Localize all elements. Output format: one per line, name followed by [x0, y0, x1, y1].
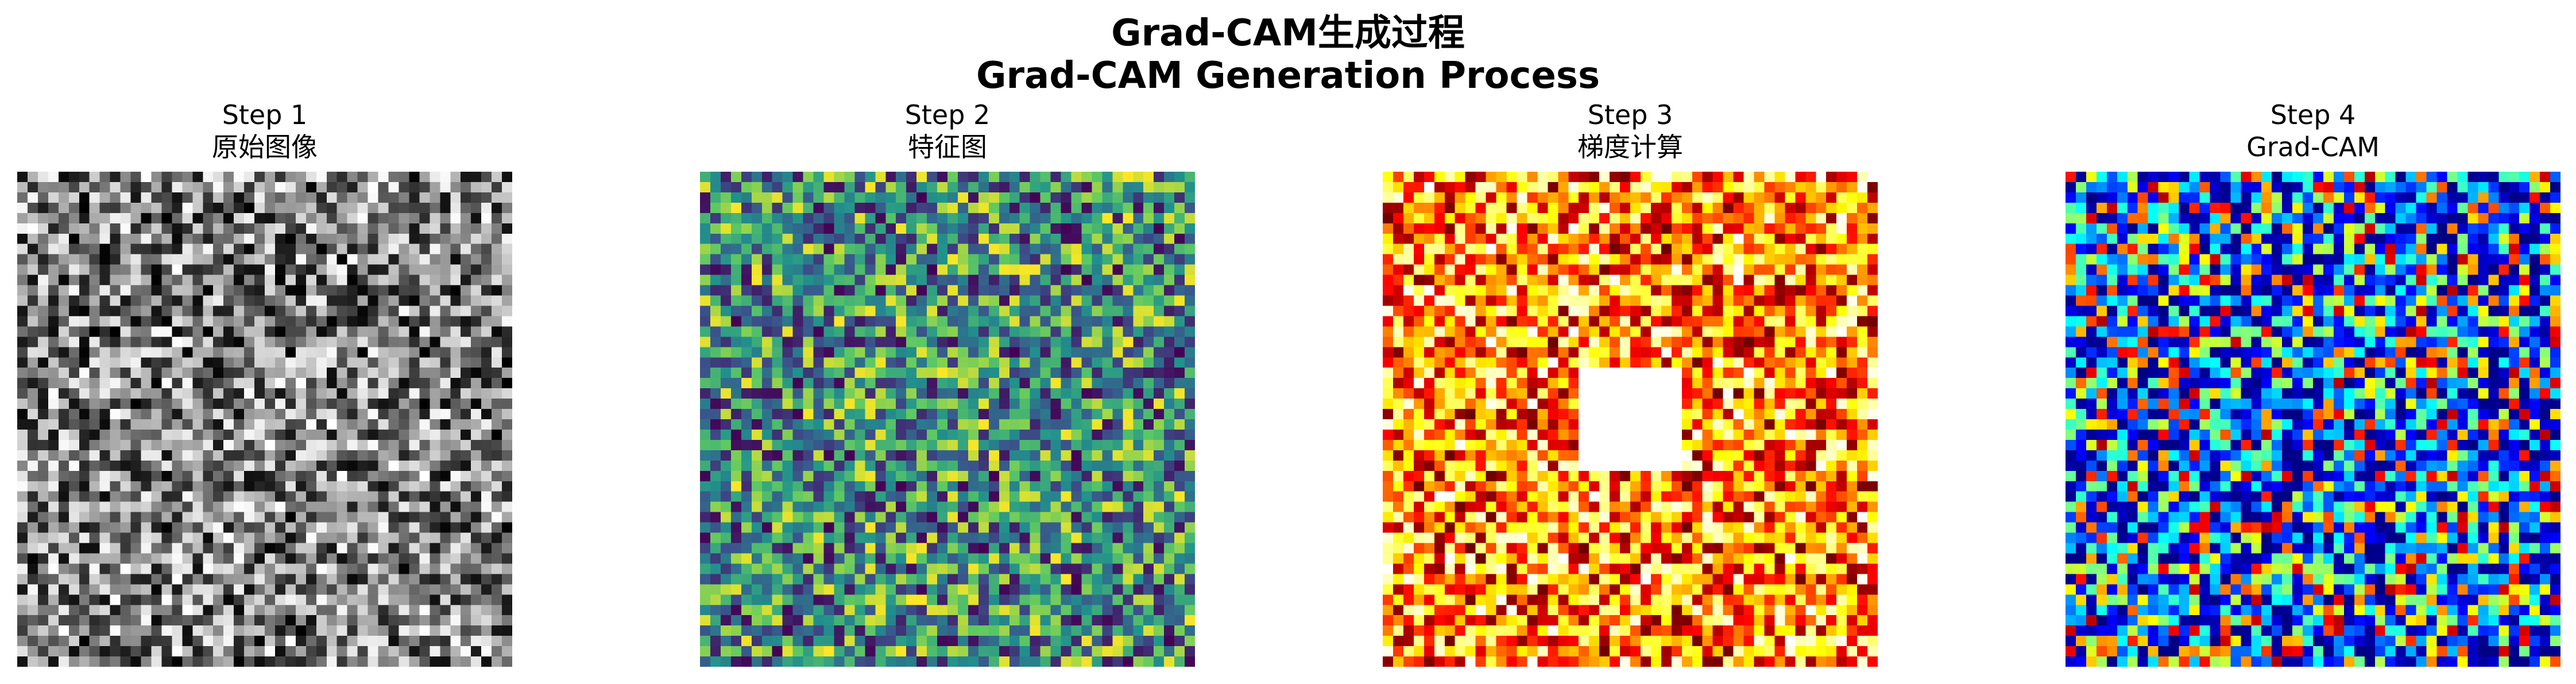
panel-step1-title-line1: Step 1 [222, 99, 308, 130]
panel-step3-title-line2: 梯度计算 [1577, 132, 1683, 163]
panel-step2-title-line1: Step 2 [904, 99, 991, 130]
panel-step4-title-line1: Step 4 [2270, 99, 2356, 130]
panel-step1-title: Step 1 原始图像 [17, 99, 512, 163]
panel-step1: Step 1 原始图像 [17, 99, 512, 667]
heatmap-original-image [17, 172, 512, 667]
panel-step2-title-line2: 特征图 [908, 132, 987, 163]
panel-step4-title: Step 4 Grad-CAM [2066, 99, 2560, 163]
panel-step3-title: Step 3 梯度计算 [1383, 99, 1878, 163]
figure-title: Grad-CAM生成过程 [1111, 12, 1465, 55]
heatmap-feature-map [700, 172, 1195, 667]
heatmap-grad-cam [2066, 172, 2560, 667]
heatmap-gradient [1383, 172, 1878, 667]
figure-subtitle: Grad-CAM Generation Process [976, 55, 1600, 97]
panel-step2: Step 2 特征图 [700, 99, 1195, 667]
panel-step3: Step 3 梯度计算 [1383, 99, 1878, 667]
panel-step3-title-line1: Step 3 [1587, 99, 1673, 130]
panel-step2-title: Step 2 特征图 [700, 99, 1195, 163]
panel-step4-title-line2: Grad-CAM [2246, 132, 2380, 163]
panel-step1-title-line2: 原始图像 [212, 132, 318, 163]
panel-step4: Step 4 Grad-CAM [2066, 99, 2560, 667]
